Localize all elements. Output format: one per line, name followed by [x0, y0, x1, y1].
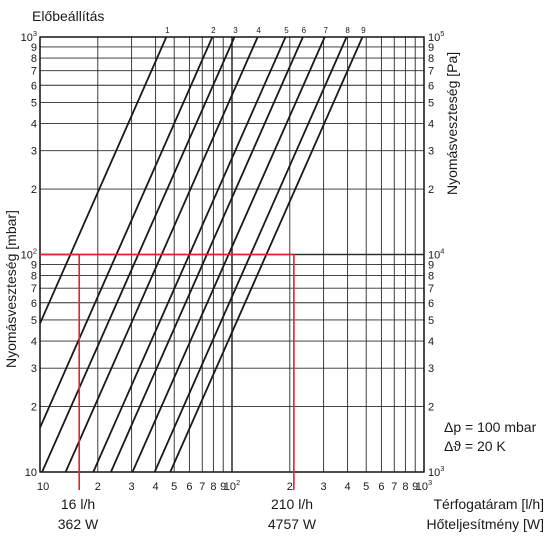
y-tick-label: 3: [31, 146, 37, 158]
preset-curve-label-6: 6: [302, 26, 307, 35]
y-right-tick-label: 6: [428, 80, 434, 92]
preset-curve-label-9: 9: [361, 26, 366, 35]
x-tick-label: 9: [412, 481, 418, 493]
y-tick-label: 2: [31, 184, 37, 196]
y-tick-label: 7: [31, 283, 37, 295]
x-tick-label: 103: [416, 478, 432, 493]
x-tick-label: 4: [153, 481, 159, 493]
y-right-tick-label: 105: [428, 29, 444, 44]
y-right-tick-label: 5: [428, 97, 434, 109]
x-tick-label: 8: [402, 481, 408, 493]
marker-lines: [40, 253, 295, 490]
y-axis-right-label: Nyomásveszteség [Pa]: [444, 51, 460, 195]
x-tick-label: 8: [210, 481, 216, 493]
x-tick-label: 3: [129, 481, 135, 493]
x-tick-label: 5: [363, 481, 369, 493]
y-right-tick-label: 5: [428, 315, 434, 327]
y-right-tick-label: 9: [428, 42, 434, 54]
preset-curve-1: [39, 36, 168, 324]
y-tick-label: 2: [31, 402, 37, 414]
y-right-tick-label: 2: [428, 402, 434, 414]
y-right-tick-label: 7: [428, 283, 434, 295]
x-tick-label: 5: [171, 481, 177, 493]
preset-curve-labels: 1 2 3 4 5 6 7 8 9: [165, 26, 366, 35]
x-tick-label: 7: [199, 481, 205, 493]
y-tick-label: 4: [31, 336, 37, 348]
y-tick-label: 5: [31, 315, 37, 327]
x-tick-label: 6: [186, 481, 192, 493]
y-tick-label: 6: [31, 80, 37, 92]
parameters-box: Δp = 100 mbar Δϑ = 20 K: [444, 418, 536, 456]
y-right-tick-label: 9: [428, 259, 434, 271]
x-tick-label: 2: [287, 481, 293, 493]
preset-curve-2: [39, 36, 214, 429]
y-right-tick-label: 104: [428, 247, 444, 262]
y-right-tick-label: 8: [428, 53, 434, 65]
y-tick-label: 3: [31, 363, 37, 375]
y-tick-label: 8: [31, 271, 37, 283]
y-axis-left-label: Nyomásveszteség [mbar]: [3, 210, 19, 368]
y-right-tick-label: 103: [428, 464, 444, 479]
y-tick-label: 9: [31, 42, 37, 54]
preset-curve-label-7: 7: [323, 26, 328, 35]
y-tick-label: 9: [31, 259, 37, 271]
marker-2-flow-label: 210 l/h: [270, 496, 314, 512]
y-tick-label: 10: [25, 467, 37, 479]
x-axis-label-power: Hőteljesítmény [W]: [426, 516, 544, 532]
y-tick-label: 5: [31, 97, 37, 109]
x-tick-label: 9: [220, 481, 226, 493]
x-tick-label: 102: [224, 478, 240, 493]
y-right-tick-label: 3: [428, 363, 434, 375]
x-tick-label: 7: [391, 481, 397, 493]
marker-1-flow-label: 16 l/h: [60, 496, 96, 512]
y-right-tick-label: 7: [428, 66, 434, 78]
x-tick-label: 4: [345, 481, 351, 493]
preset-curve-label-2: 2: [211, 26, 216, 35]
y-right-tick-label: 6: [428, 298, 434, 310]
preset-curve-label-3: 3: [233, 26, 238, 35]
chart-title: Előbeállítás: [32, 8, 105, 24]
preset-curve-label-8: 8: [345, 26, 350, 35]
preset-curve-label-4: 4: [256, 26, 261, 35]
marker-2-power-label: 4757 W: [267, 516, 317, 532]
y-tick-label: 4: [31, 119, 37, 131]
marker-1-power-label: 362 W: [57, 516, 99, 532]
y-right-tick-label: 4: [428, 119, 434, 131]
x-tick-label: 10: [37, 481, 49, 493]
y-tick-label: 7: [31, 66, 37, 78]
y-tick-label: 8: [31, 53, 37, 65]
preset-curve-label-5: 5: [284, 26, 289, 35]
y-right-tick-label: 2: [428, 184, 434, 196]
y-tick-label: 6: [31, 298, 37, 310]
delta-theta-label: Δϑ = 20 K: [444, 438, 506, 454]
delta-p-label: Δp = 100 mbar: [444, 419, 537, 435]
y-right-tick-label: 4: [428, 336, 434, 348]
preset-curve-label-1: 1: [165, 26, 170, 35]
y-right-tick-label: 8: [428, 271, 434, 283]
x-tick-label: 6: [378, 481, 384, 493]
x-axis-label: Térfogatáram [l/h]: [433, 496, 545, 512]
y-right-tick-label: 3: [428, 146, 434, 158]
x-tick-label: 2: [95, 481, 101, 493]
x-tick-label: 3: [321, 481, 327, 493]
